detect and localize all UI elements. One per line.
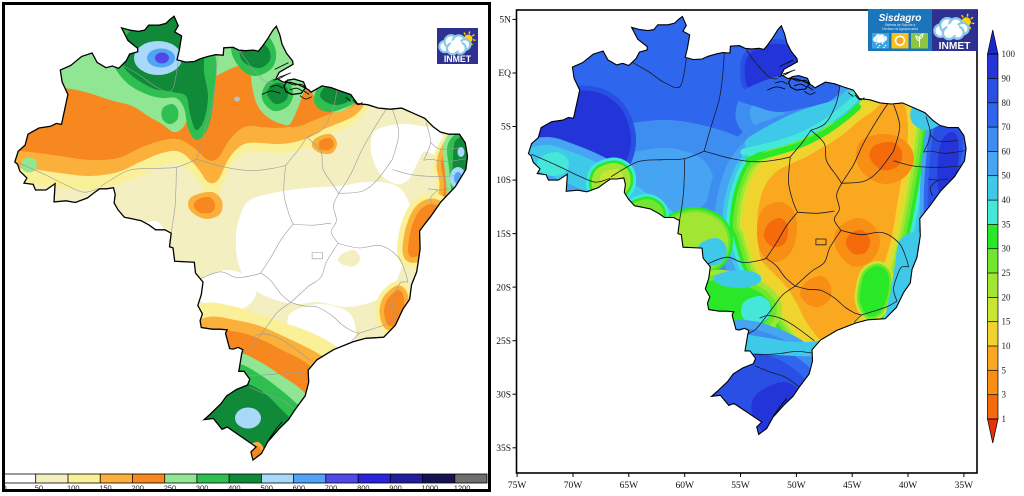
svg-text:300: 300 (196, 484, 209, 493)
svg-text:100: 100 (1002, 49, 1016, 59)
svg-text:500: 500 (260, 484, 273, 493)
svg-text:900: 900 (389, 484, 402, 493)
svg-text:400: 400 (228, 484, 241, 493)
svg-text:5N: 5N (499, 16, 511, 26)
svg-text:100: 100 (67, 484, 80, 493)
svg-text:40W: 40W (899, 481, 918, 491)
svg-text:5: 5 (1002, 365, 1007, 375)
svg-text:65W: 65W (620, 481, 639, 491)
svg-text:70W: 70W (564, 481, 583, 491)
svg-text:50W: 50W (787, 481, 806, 491)
svg-text:15S: 15S (496, 230, 511, 240)
svg-text:15: 15 (1002, 317, 1012, 327)
svg-text:90: 90 (1002, 73, 1012, 83)
svg-text:60W: 60W (675, 481, 694, 491)
svg-text:3: 3 (1002, 390, 1007, 400)
svg-text:35W: 35W (955, 481, 974, 491)
svg-text:25S: 25S (496, 337, 511, 347)
svg-text:1200: 1200 (454, 484, 471, 493)
svg-text:75W: 75W (508, 481, 527, 491)
svg-text:EQ: EQ (498, 69, 511, 79)
svg-text:40: 40 (1002, 195, 1012, 205)
svg-text:1000: 1000 (422, 484, 439, 493)
svg-text:55W: 55W (731, 481, 750, 491)
svg-text:70: 70 (1002, 122, 1012, 132)
svg-text:60: 60 (1002, 146, 1012, 156)
svg-text:45W: 45W (843, 481, 862, 491)
svg-text:35: 35 (1002, 219, 1012, 229)
svg-text:5S: 5S (501, 123, 511, 133)
svg-text:35S: 35S (496, 444, 511, 454)
svg-text:250: 250 (164, 484, 177, 493)
svg-text:50: 50 (35, 484, 43, 493)
svg-text:200: 200 (131, 484, 144, 493)
svg-text:800: 800 (357, 484, 370, 493)
svg-text:600: 600 (293, 484, 306, 493)
svg-text:10: 10 (1002, 341, 1012, 351)
svg-text:10S: 10S (496, 176, 511, 186)
svg-text:Sistema de Suporte a: Sistema de Suporte a (885, 23, 916, 27)
svg-text:INMET: INMET (939, 41, 971, 52)
svg-text:INMET: INMET (444, 54, 472, 64)
svg-text:25: 25 (1002, 268, 1012, 278)
svg-text:Decisao na Agropecuaria: Decisao na Agropecuaria (882, 27, 918, 31)
svg-text:Sisdagro: Sisdagro (879, 13, 922, 24)
svg-text:150: 150 (99, 484, 112, 493)
svg-text:20S: 20S (496, 283, 511, 293)
svg-text:1: 1 (1002, 414, 1007, 424)
svg-text:700: 700 (325, 484, 338, 493)
svg-text:30: 30 (1002, 244, 1012, 254)
svg-text:80: 80 (1002, 98, 1012, 108)
svg-text:20: 20 (1002, 292, 1012, 302)
svg-text:30S: 30S (496, 390, 511, 400)
svg-text:50: 50 (1002, 171, 1012, 181)
